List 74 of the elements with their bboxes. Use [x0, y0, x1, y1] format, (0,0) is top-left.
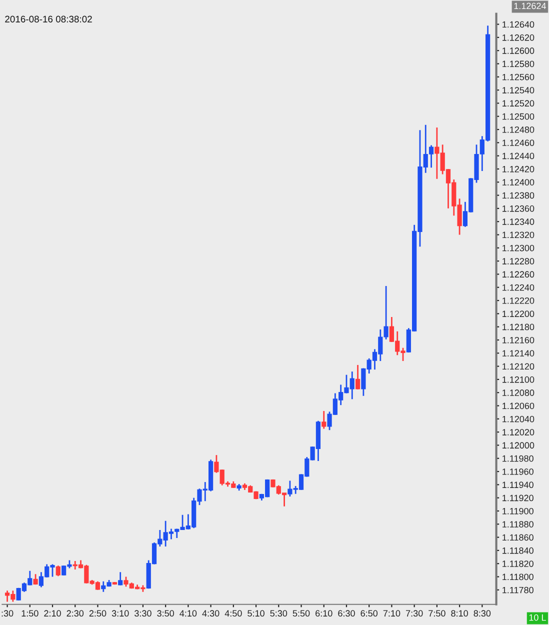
y-tick-label: 1.12620	[502, 34, 534, 41]
y-tick-label: 1.12180	[502, 324, 534, 330]
x-tick-label: 5:50	[292, 610, 310, 617]
y-tick-label: 1.11980	[502, 455, 534, 462]
y-tick-label: 1.11880	[502, 521, 534, 528]
candlestick	[355, 364, 360, 390]
y-tick-label: 1.12520	[502, 100, 534, 107]
candlestick	[118, 571, 123, 586]
x-tick-label: 5:10	[248, 610, 264, 617]
y-tick-label: 1.12440	[502, 152, 534, 160]
y-tick-label: 1.12360	[502, 205, 534, 212]
y-tick-label: 1.11780	[502, 586, 534, 594]
chart-title: 2016-08-16 08:38:02	[5, 16, 92, 22]
y-tick-label: 1.12480	[502, 126, 534, 133]
x-tick-label: 7:30	[406, 610, 423, 617]
y-tick-label: 1.12500	[502, 113, 534, 120]
x-tick-label: 2:30	[66, 610, 84, 617]
x-tick-label: 7:10	[383, 610, 400, 617]
y-tick-label: 1.11900	[502, 508, 534, 514]
x-tick-label: 8:10	[451, 610, 468, 617]
y-tick-label: 1.11840	[502, 547, 534, 554]
y-tick-label: 1.12120	[502, 363, 534, 370]
y-tick-label: 1.12580	[502, 60, 534, 68]
y-tick-label: 1.11860	[502, 534, 534, 541]
x-tick-label: 6:10	[316, 610, 332, 617]
x-tick-label: :30	[2, 610, 14, 617]
y-tick-label: 1.11820	[502, 560, 534, 567]
y-tick-label: 1.11920	[502, 494, 534, 502]
y-tick-label: 1.12200	[502, 310, 534, 318]
y-tick-label: 1.12080	[502, 390, 534, 396]
y-tick-label: 1.12160	[502, 336, 534, 344]
x-tick-label: 1:50	[22, 610, 38, 617]
y-tick-label: 1.12100	[502, 376, 534, 383]
x-tick-label: 2:10	[44, 610, 61, 617]
y-tick-label: 1.12260	[502, 271, 534, 278]
candlestick	[56, 564, 60, 577]
x-tick-label: 7:50	[428, 610, 446, 617]
y-tick-label: 1.11940	[502, 482, 534, 488]
y-tick-label: 1.12320	[502, 232, 534, 238]
y-tick-label: 1.11960	[502, 468, 534, 475]
y-tick-label: 1.12280	[502, 258, 534, 264]
y-tick-label: 1.12560	[502, 74, 534, 80]
x-tick-label: 5:30	[270, 610, 288, 617]
y-tick-label: 1.12060	[502, 402, 534, 410]
y-tick-label: 1.12640	[502, 21, 534, 28]
y-tick-label: 1.12300	[502, 244, 534, 252]
y-tick-label: 1.12140	[502, 350, 534, 356]
text: 1.12624	[514, 2, 546, 10]
x-tick-label: 6:30	[338, 610, 355, 617]
y-tick-label: 1.11800	[502, 574, 534, 580]
y-tick-label: 1.12000	[502, 442, 534, 449]
y-tick-label: 1.12340	[502, 218, 534, 225]
y-tick-label: 1.12040	[502, 416, 534, 422]
y-tick-label: 1.12020	[502, 429, 534, 436]
x-tick-label: 4:30	[202, 610, 220, 617]
y-tick-label: 1.12460	[502, 140, 534, 146]
candlestick	[322, 410, 326, 430]
y-tick-label: 1.12600	[502, 48, 534, 54]
x-tick-label: 3:30	[134, 610, 152, 617]
y-tick-label: 1.12380	[502, 192, 534, 199]
x-tick-label: 3:50	[157, 610, 174, 617]
y-tick-label: 1.12400	[502, 179, 534, 186]
y-tick-label: 1.12420	[502, 166, 534, 172]
x-tick-label: 6:50	[360, 610, 378, 617]
x-tick-label: 2:50	[89, 610, 106, 617]
y-tick-label: 1.12220	[502, 297, 534, 304]
y-tick-label: 1.12240	[502, 284, 534, 291]
candlestick	[384, 285, 388, 340]
y-tick-label: 1.12540	[502, 87, 534, 94]
x-tick-label: 8:30	[474, 610, 491, 617]
x-tick-label: 4:50	[224, 610, 242, 617]
x-tick-label: 3:10	[112, 610, 129, 617]
x-tick-label: 4:10	[180, 610, 197, 617]
text: 10 L	[529, 614, 546, 621]
